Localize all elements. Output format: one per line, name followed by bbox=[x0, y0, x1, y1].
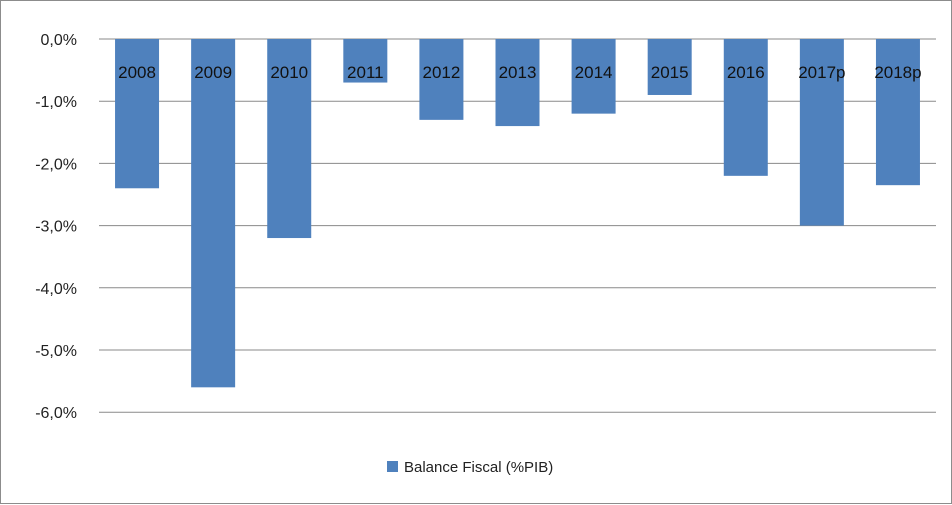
category-label-2013: 2013 bbox=[499, 63, 537, 82]
y-tick-label: -2,0% bbox=[35, 156, 77, 173]
category-label-2008: 2008 bbox=[118, 63, 156, 82]
legend-label: Balance Fiscal (%PIB) bbox=[404, 459, 553, 476]
y-tick-label: -3,0% bbox=[35, 219, 77, 236]
category-label-2017p: 2017p bbox=[798, 63, 845, 82]
category-label-2012: 2012 bbox=[422, 63, 460, 82]
category-label-2009: 2009 bbox=[194, 63, 232, 82]
bar-2015 bbox=[647, 39, 692, 95]
category-label-2015: 2015 bbox=[651, 63, 689, 82]
legend: Balance Fiscal (%PIB) bbox=[387, 459, 553, 476]
category-label-2011: 2011 bbox=[347, 63, 384, 82]
bar-2016 bbox=[723, 39, 768, 176]
category-label-2014: 2014 bbox=[575, 63, 613, 82]
bar-2013 bbox=[495, 39, 540, 127]
gridlines bbox=[99, 38, 936, 413]
bar-2012 bbox=[419, 39, 464, 120]
legend-swatch bbox=[387, 461, 398, 472]
y-tick-label: -1,0% bbox=[35, 94, 77, 111]
bar-2011 bbox=[343, 39, 388, 83]
category-label-2016: 2016 bbox=[727, 63, 765, 82]
y-tick-label: -5,0% bbox=[35, 343, 77, 360]
bar-2018p bbox=[875, 39, 920, 186]
category-label-2018p: 2018p bbox=[874, 63, 921, 82]
y-axis-tick-labels: 0,0% -1,0% -2,0% -3,0% -4,0% -5,0% -6,0% bbox=[35, 32, 77, 422]
bar-2008 bbox=[115, 39, 160, 189]
bar-2014 bbox=[571, 39, 616, 114]
category-label-2010: 2010 bbox=[270, 63, 308, 82]
y-tick-label: 0,0% bbox=[41, 32, 77, 49]
y-tick-label: -4,0% bbox=[35, 281, 77, 298]
category-labels: 2008 2009 2010 2011 2012 2013 2014 2015 2016 2017… bbox=[118, 63, 921, 82]
bars bbox=[115, 39, 920, 388]
y-tick-label: -6,0% bbox=[35, 405, 77, 422]
bar-2009 bbox=[191, 39, 236, 388]
bar-2010 bbox=[267, 39, 312, 239]
bar-2017p bbox=[799, 39, 844, 226]
